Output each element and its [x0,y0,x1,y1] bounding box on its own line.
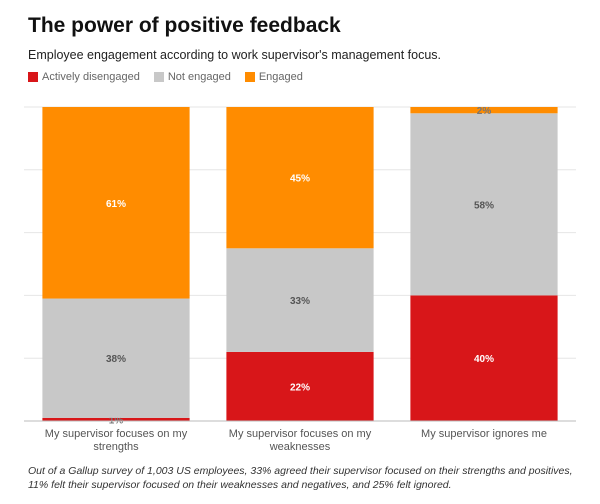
legend-label-engaged: Engaged [258,71,303,83]
category-label: My supervisor focuses on my [45,428,188,440]
bar-segment [226,248,374,352]
legend-swatch-engaged [244,72,255,82]
legend: Actively disengaged Not engaged Engaged [28,71,303,83]
data-label: 45% [290,174,310,185]
bar-segment [226,107,374,249]
chart-title: The power of positive feedback [28,14,341,37]
bar-segment [226,351,374,421]
bar-segment [410,107,558,114]
category-label: My supervisor focuses on my [229,428,372,440]
data-label: 40% [474,354,494,365]
bar-segment [42,417,190,421]
footnote: Out of a Gallup survey of 1,003 US emplo… [28,465,573,492]
legend-label-not-engaged: Not engaged [167,71,231,83]
legend-label-actively-disengaged: Actively disengaged [42,71,140,83]
legend-swatch-not-engaged [153,72,164,82]
data-label: 33% [290,296,310,307]
legend-swatch-actively-disengaged [28,72,38,82]
bar-segment [410,113,558,296]
data-label: 58% [474,200,494,211]
legend-item-engaged: Engaged [244,71,303,83]
category-label: My supervisor ignores me [421,428,547,440]
bar-segment [410,295,558,421]
bar-segment [42,107,190,299]
legend-item-not-engaged: Not engaged [153,71,231,83]
bar-segment [42,298,190,418]
category-label: weaknesses [269,441,331,453]
data-label: 38% [106,354,126,365]
data-label: 2% [477,106,492,117]
legend-item-actively-disengaged: Actively disengaged [28,71,140,83]
data-label: 22% [290,382,310,393]
chart-subtitle: Employee engagement according to work su… [28,48,442,62]
category-label: strengths [93,441,139,453]
data-label: 61% [106,199,126,210]
